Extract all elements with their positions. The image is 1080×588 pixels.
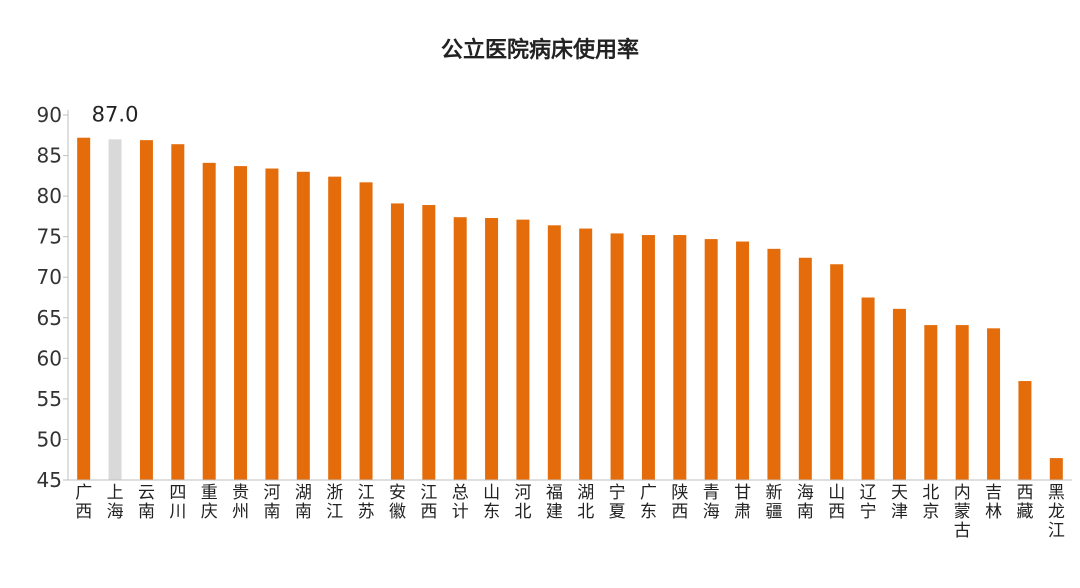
x-tick-label: 青海 <box>703 483 720 522</box>
x-tick-label: 湖北 <box>577 483 594 522</box>
x-tick-label: 宁夏 <box>609 483 626 522</box>
bar <box>861 297 875 480</box>
x-tick-label: 辽宁 <box>860 483 877 522</box>
bar <box>704 239 718 480</box>
x-tick-label: 湖南 <box>295 483 312 522</box>
y-tick-label: 45 <box>37 468 62 492</box>
x-tick-label: 总计 <box>452 483 469 522</box>
x-tick-label: 贵州 <box>232 483 249 522</box>
bar <box>108 139 122 481</box>
x-tick-label: 吉林 <box>985 483 1002 522</box>
bars <box>77 137 1063 481</box>
x-tick-label: 新疆 <box>765 483 782 522</box>
x-tick-label: 陕西 <box>671 483 688 522</box>
bar <box>202 162 216 480</box>
bar <box>516 219 530 480</box>
data-labels: 87.0 <box>92 102 139 126</box>
bar <box>767 248 781 480</box>
bar <box>77 137 91 480</box>
bar <box>328 176 342 480</box>
y-tick-label: 75 <box>37 225 62 249</box>
x-tick-label: 河北 <box>514 483 531 522</box>
x-axis-labels: 广西上海云南四川重庆贵州河南湖南浙江江苏安徽江西总计山东河北福建湖北宁夏广东陕西… <box>75 483 1065 541</box>
y-axis: 45 50 55 60 65 70 75 80 85 90 <box>37 103 69 492</box>
bar <box>641 235 655 480</box>
bar <box>830 264 844 480</box>
bar <box>736 241 750 480</box>
x-tick-label: 江苏 <box>358 483 375 522</box>
bar <box>673 235 687 480</box>
bar <box>1049 458 1063 480</box>
x-tick-label: 重庆 <box>201 483 218 522</box>
bar <box>422 205 436 481</box>
x-tick-label: 西藏 <box>1016 483 1033 522</box>
x-tick-label: 河南 <box>263 483 280 522</box>
bar <box>171 144 185 480</box>
x-tick-label: 安徽 <box>389 483 406 522</box>
bar <box>955 325 969 480</box>
y-tick-label: 50 <box>37 427 62 451</box>
x-tick-label: 浙江 <box>326 483 343 522</box>
x-tick-label: 上海 <box>107 483 124 522</box>
bar <box>987 328 1001 480</box>
bar <box>798 257 812 480</box>
y-tick-label: 80 <box>37 184 62 208</box>
x-tick-label: 四川 <box>169 483 186 522</box>
x-tick-label: 福建 <box>546 483 563 522</box>
bar <box>265 168 279 481</box>
x-tick-label: 内蒙古 <box>954 483 971 541</box>
bar <box>485 218 499 480</box>
data-label: 87.0 <box>92 102 139 126</box>
bar <box>924 325 938 480</box>
bar <box>1018 381 1032 480</box>
x-tick-label: 天津 <box>891 483 908 522</box>
x-tick-label: 黑龙江 <box>1048 483 1065 541</box>
bar <box>139 140 153 480</box>
bar <box>359 182 373 481</box>
bar <box>296 171 310 480</box>
bar <box>234 166 248 480</box>
bar <box>547 225 561 480</box>
bar <box>610 233 624 480</box>
x-tick-label: 江西 <box>420 483 437 522</box>
chart-title: 公立医院病床使用率 <box>441 37 639 63</box>
y-tick-label: 55 <box>37 387 62 411</box>
y-tick-label: 60 <box>37 346 62 370</box>
x-tick-label: 北京 <box>922 483 939 522</box>
bar <box>579 228 593 480</box>
bar <box>892 308 906 480</box>
x-tick-label: 山西 <box>828 483 845 522</box>
bar <box>390 203 404 480</box>
y-tick-label: 90 <box>37 103 62 127</box>
x-tick-label: 甘肃 <box>734 483 751 522</box>
x-tick-label: 广西 <box>75 483 92 522</box>
x-tick-label: 山东 <box>483 483 500 522</box>
y-tick-label: 85 <box>37 144 62 168</box>
y-tick-label: 70 <box>37 265 62 289</box>
y-tick-label: 65 <box>37 306 62 330</box>
x-tick-label: 云南 <box>138 483 155 522</box>
x-tick-label: 海南 <box>797 483 814 522</box>
bar <box>453 217 467 480</box>
x-tick-label: 广东 <box>640 483 657 522</box>
